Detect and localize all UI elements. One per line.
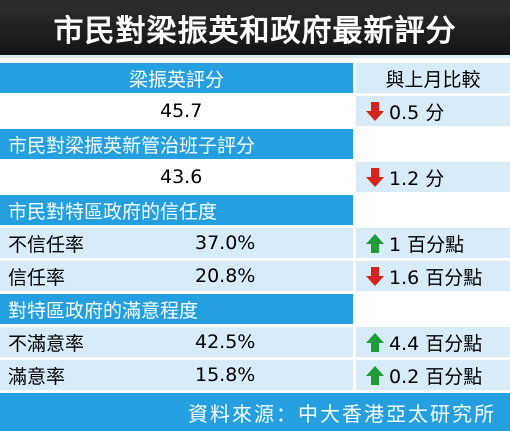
trust-label-spacer	[356, 195, 510, 225]
satisfaction-label-spacer	[356, 294, 510, 324]
dissatisfied-row: 不滿意率 42.5% 4.4 百分點	[0, 327, 510, 357]
team-score-heading: 市民對梁振英新管治班子評分	[0, 129, 353, 159]
arrow-up-icon	[366, 365, 384, 385]
leung-score-value: 45.7	[0, 96, 353, 126]
satisfaction-label-row: 對特區政府的滿意程度	[0, 294, 510, 324]
arrow-down-icon	[366, 167, 384, 187]
arrow-up-icon	[366, 233, 384, 253]
header-row: 梁振英評分 與上月比較	[0, 63, 510, 93]
satisfied-label: 滿意率	[8, 365, 66, 388]
dissatisfied-cell: 不滿意率 42.5%	[0, 327, 353, 357]
team-score-change: 1.2 分	[356, 162, 510, 192]
leung-score-change: 0.5 分	[356, 96, 510, 126]
team-label-spacer	[356, 129, 510, 159]
team-score-change-text: 1.2 分	[389, 167, 445, 190]
source-credit: 資料來源：中大香港亞太研究所	[0, 393, 510, 431]
leung-score-row: 45.7 0.5 分	[0, 96, 510, 126]
dissatisfied-label: 不滿意率	[8, 332, 85, 355]
distrust-label: 不信任率	[8, 233, 85, 256]
distrust-row: 不信任率 37.0% 1 百分點	[0, 228, 510, 258]
satisfaction-heading: 對特區政府的滿意程度	[0, 294, 353, 324]
team-score-value: 43.6	[0, 162, 353, 192]
dissatisfied-change: 4.4 百分點	[356, 327, 510, 357]
infographic-title: 市民對梁振英和政府最新評分	[0, 0, 510, 58]
dissatisfied-change-text: 4.4 百分點	[389, 332, 483, 355]
trust-label: 信任率	[8, 266, 66, 289]
team-label-row: 市民對梁振英新管治班子評分	[0, 129, 510, 159]
satisfied-change-text: 0.2 百分點	[389, 365, 483, 388]
leung-score-heading: 梁振英評分	[0, 63, 353, 93]
leung-score-change-text: 0.5 分	[389, 101, 445, 124]
distrust-value: 37.0%	[195, 232, 256, 254]
dissatisfied-value: 42.5%	[195, 331, 256, 353]
distrust-cell: 不信任率 37.0%	[0, 228, 353, 258]
trust-value: 20.8%	[195, 265, 256, 287]
trust-change-text: 1.6 百分點	[389, 266, 483, 289]
distrust-change: 1 百分點	[356, 228, 510, 258]
trust-change: 1.6 百分點	[356, 261, 510, 291]
compare-heading: 與上月比較	[356, 63, 510, 93]
satisfied-change: 0.2 百分點	[356, 360, 510, 390]
trust-heading: 市民對特區政府的信任度	[0, 195, 353, 225]
team-score-row: 43.6 1.2 分	[0, 162, 510, 192]
trust-cell: 信任率 20.8%	[0, 261, 353, 291]
satisfied-value: 15.8%	[195, 364, 256, 386]
arrow-down-icon	[366, 266, 384, 286]
satisfied-cell: 滿意率 15.8%	[0, 360, 353, 390]
arrow-up-icon	[366, 332, 384, 352]
trust-label-row: 市民對特區政府的信任度	[0, 195, 510, 225]
satisfied-row: 滿意率 15.8% 0.2 百分點	[0, 360, 510, 390]
arrow-down-icon	[366, 101, 384, 121]
trust-row: 信任率 20.8% 1.6 百分點	[0, 261, 510, 291]
distrust-change-text: 1 百分點	[389, 233, 465, 256]
